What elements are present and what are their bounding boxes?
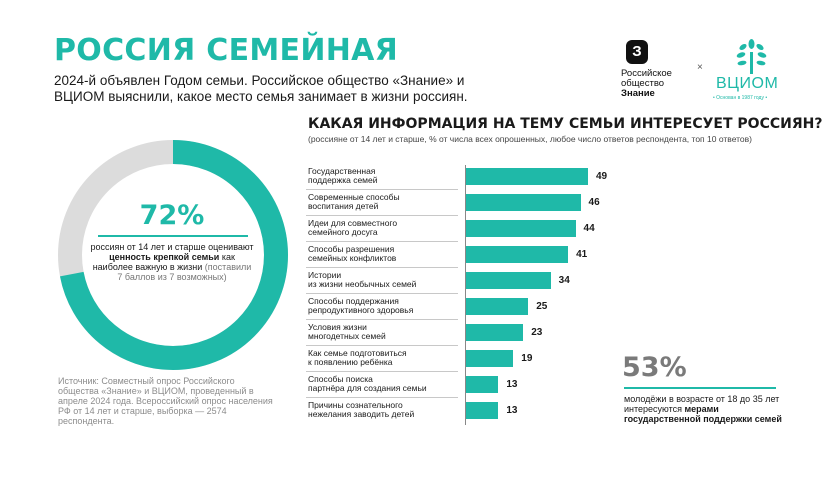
bar	[466, 168, 588, 185]
stat-53-divider	[624, 387, 776, 389]
category-label: Как семье подготовиться к появлению ребён…	[308, 349, 458, 367]
category-label-line: нежелания заводить детей	[308, 409, 415, 419]
bar	[466, 402, 499, 419]
category-label-line: семейных конфликтов	[308, 253, 397, 263]
znanie-logo-line2: общество	[621, 78, 665, 89]
row-separator	[306, 319, 458, 320]
vciom-logo-tagline: • Основан в 1987 году •	[713, 95, 768, 101]
category-label: Способы поиска партнёра для создания семь…	[308, 375, 458, 393]
bar-value-label: 13	[506, 379, 518, 390]
category-label-line: Истории	[308, 270, 342, 280]
row-separator	[306, 267, 458, 268]
page-subtitle: 2024-й объявлен Годом семьи. Российское …	[54, 73, 468, 104]
category-label-line: поддержка семей	[308, 175, 378, 185]
category-label-line: партнёра для создания семьи	[308, 383, 427, 393]
bar	[466, 220, 576, 237]
bar-chart: Государственная поддержка семей 49 Современ…	[300, 165, 630, 435]
chart-subtitle: (россияне от 14 лет и старше, % от числа…	[308, 134, 753, 144]
page-title: РОССИЯ СЕМЕЙНАЯ	[54, 33, 399, 68]
chart-axis	[465, 165, 466, 425]
bar	[466, 324, 524, 341]
row-separator	[306, 215, 458, 216]
tree-icon	[736, 39, 767, 74]
bar-value-label: 49	[596, 171, 608, 182]
vciom-logo: ВЦИОМ • Основан в 1987 году •	[712, 38, 792, 104]
bar-value-label: 23	[531, 327, 543, 338]
stat-72-value: 72%	[139, 200, 205, 231]
bar-value-label: 25	[536, 301, 548, 312]
bar-value-label: 13	[506, 405, 518, 416]
bar-value-label: 19	[521, 353, 533, 364]
znanie-logo-line3: Знание	[621, 88, 655, 99]
category-label-line: Способы разрешения	[308, 244, 395, 254]
row-separator	[306, 189, 458, 190]
category-label-line: из жизни необычных семей	[308, 279, 417, 289]
category-label-line: Способы поиска	[308, 374, 373, 384]
category-label-line: Причины сознательного	[308, 400, 403, 410]
row-separator	[306, 371, 458, 372]
bar	[466, 246, 569, 263]
stat-53-description: молодёжи в возрасте от 18 до 35 лет инте…	[624, 394, 782, 424]
row-separator	[306, 293, 458, 294]
bar-value-label: 34	[558, 275, 570, 286]
category-label-line: репродуктивного здоровья	[308, 305, 414, 315]
category-label-line: Как семье подготовиться	[308, 348, 407, 358]
bar	[466, 272, 551, 289]
logo-separator: ×	[697, 62, 703, 73]
category-label-line: воспитания детей	[308, 201, 379, 211]
bar	[466, 298, 529, 315]
category-label: Идеи для совместного семейного досуга	[308, 219, 458, 237]
bar	[466, 350, 514, 367]
stat-72-divider	[98, 235, 248, 237]
bar	[466, 376, 499, 393]
category-label-line: Способы поддержания	[308, 296, 399, 306]
bar	[466, 194, 581, 211]
bar-value-label: 41	[576, 249, 588, 260]
row-separator	[306, 397, 458, 398]
bar-value-label: 46	[588, 197, 600, 208]
stat-53-value: 53%	[622, 352, 687, 383]
category-label: Способы разрешения семейных конфликтов	[308, 245, 458, 263]
category-label-line: к появлению ребёнка	[308, 357, 393, 367]
znanie-logo: З Российское общество Знание	[621, 40, 701, 102]
category-label: Истории из жизни необычных семей	[308, 271, 458, 289]
category-label-line: Государственная	[308, 166, 376, 176]
znanie-logo-line1: Российское	[621, 68, 672, 79]
znanie-logo-icon: З	[626, 40, 648, 64]
row-separator	[306, 241, 458, 242]
row-separator	[306, 345, 458, 346]
category-label: Условия жизни многодетных семей	[308, 323, 458, 341]
category-label: Причины сознательного нежелания заводить …	[308, 401, 458, 419]
category-label-line: Идеи для совместного	[308, 218, 398, 228]
source-note: Источник: Совместный опрос Российского о…	[58, 376, 273, 426]
category-label: Способы поддержания репродуктивного здоро…	[308, 297, 458, 315]
category-label-line: Условия жизни	[308, 322, 367, 332]
category-label-line: многодетных семей	[308, 331, 386, 341]
category-label: Современные способы воспитания детей	[308, 193, 458, 211]
donut-72	[58, 140, 288, 370]
category-label: Государственная поддержка семей	[308, 167, 458, 185]
vciom-logo-name: ВЦИОМ	[716, 75, 779, 92]
bar-value-label: 44	[583, 223, 595, 234]
category-label-line: Современные способы	[308, 192, 400, 202]
category-label-line: семейного досуга	[308, 227, 378, 237]
stat-72-description: россиян от 14 лет и старше оценивают цен…	[90, 242, 254, 282]
donut-arc	[58, 140, 288, 370]
chart-title: КАКАЯ ИНФОРМАЦИЯ НА ТЕМУ СЕМЬИ ИНТЕРЕСУЕ…	[308, 116, 823, 132]
